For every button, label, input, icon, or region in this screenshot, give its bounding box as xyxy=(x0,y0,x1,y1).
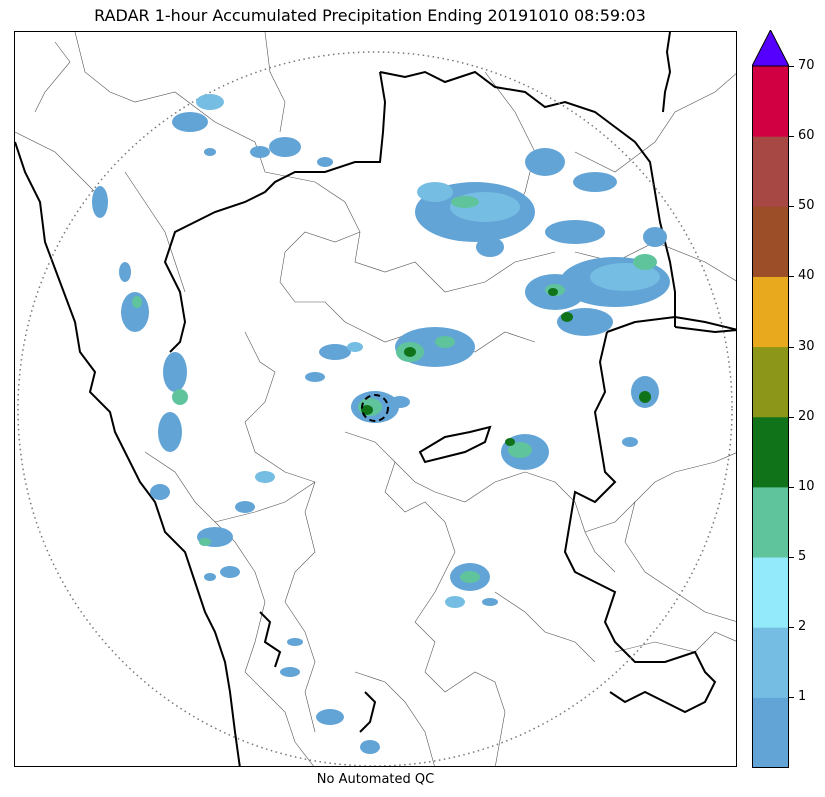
colorbar-tick-mark xyxy=(789,627,794,629)
colorbar-tick-mark xyxy=(789,486,794,488)
colorbar-segment xyxy=(752,416,789,488)
colorbar-tick-mark xyxy=(789,66,794,67)
colorbar-tick-label: 60 xyxy=(798,128,815,144)
radar-site-marker xyxy=(361,394,389,422)
colorbar-segment xyxy=(752,486,789,558)
colorbar-tick-label: 5 xyxy=(798,549,807,565)
map-title: RADAR 1-hour Accumulated Precipitation E… xyxy=(94,6,646,25)
colorbar-tick-mark xyxy=(789,557,794,559)
precip-echoes xyxy=(92,94,670,754)
radar-map[interactable] xyxy=(14,31,737,767)
colorbar-tick-mark xyxy=(789,416,794,418)
colorbar-segments xyxy=(752,66,789,768)
colorbar-segment xyxy=(752,66,789,137)
colorbar-tick-label: 20 xyxy=(798,408,815,424)
colorbar-segment xyxy=(752,276,789,348)
radar-map-canvas xyxy=(15,32,736,766)
colorbar-outline xyxy=(752,65,789,768)
colorbar-segment xyxy=(752,206,789,277)
colorbar-tick-mark xyxy=(789,697,794,699)
colorbar-extend-arrow xyxy=(752,30,789,67)
colorbar-segment xyxy=(752,627,789,698)
colorbar-segment xyxy=(752,557,789,628)
colorbar-tick-label: 70 xyxy=(798,58,815,73)
colorbar-segment xyxy=(752,697,789,768)
colorbar-tick-mark xyxy=(789,206,794,208)
colorbar-tick-label: 40 xyxy=(798,268,815,284)
colorbar-tick-label: 30 xyxy=(798,338,815,354)
colorbar-segment xyxy=(752,346,789,418)
colorbar-tick-label: 10 xyxy=(798,478,815,494)
colorbar-tick-label: 1 xyxy=(798,689,807,705)
colorbar-tick-label: 50 xyxy=(798,198,815,214)
colorbar-tick-mark xyxy=(789,346,794,348)
qc-note: No Automated QC xyxy=(316,772,435,787)
colorbar-tick-mark xyxy=(789,136,794,138)
colorbar-tick-label: 2 xyxy=(798,619,807,635)
colorbar-tick-mark xyxy=(789,276,794,278)
range-ring xyxy=(17,51,733,766)
precip-colorbar xyxy=(752,30,789,768)
colorbar-segment xyxy=(752,136,789,207)
